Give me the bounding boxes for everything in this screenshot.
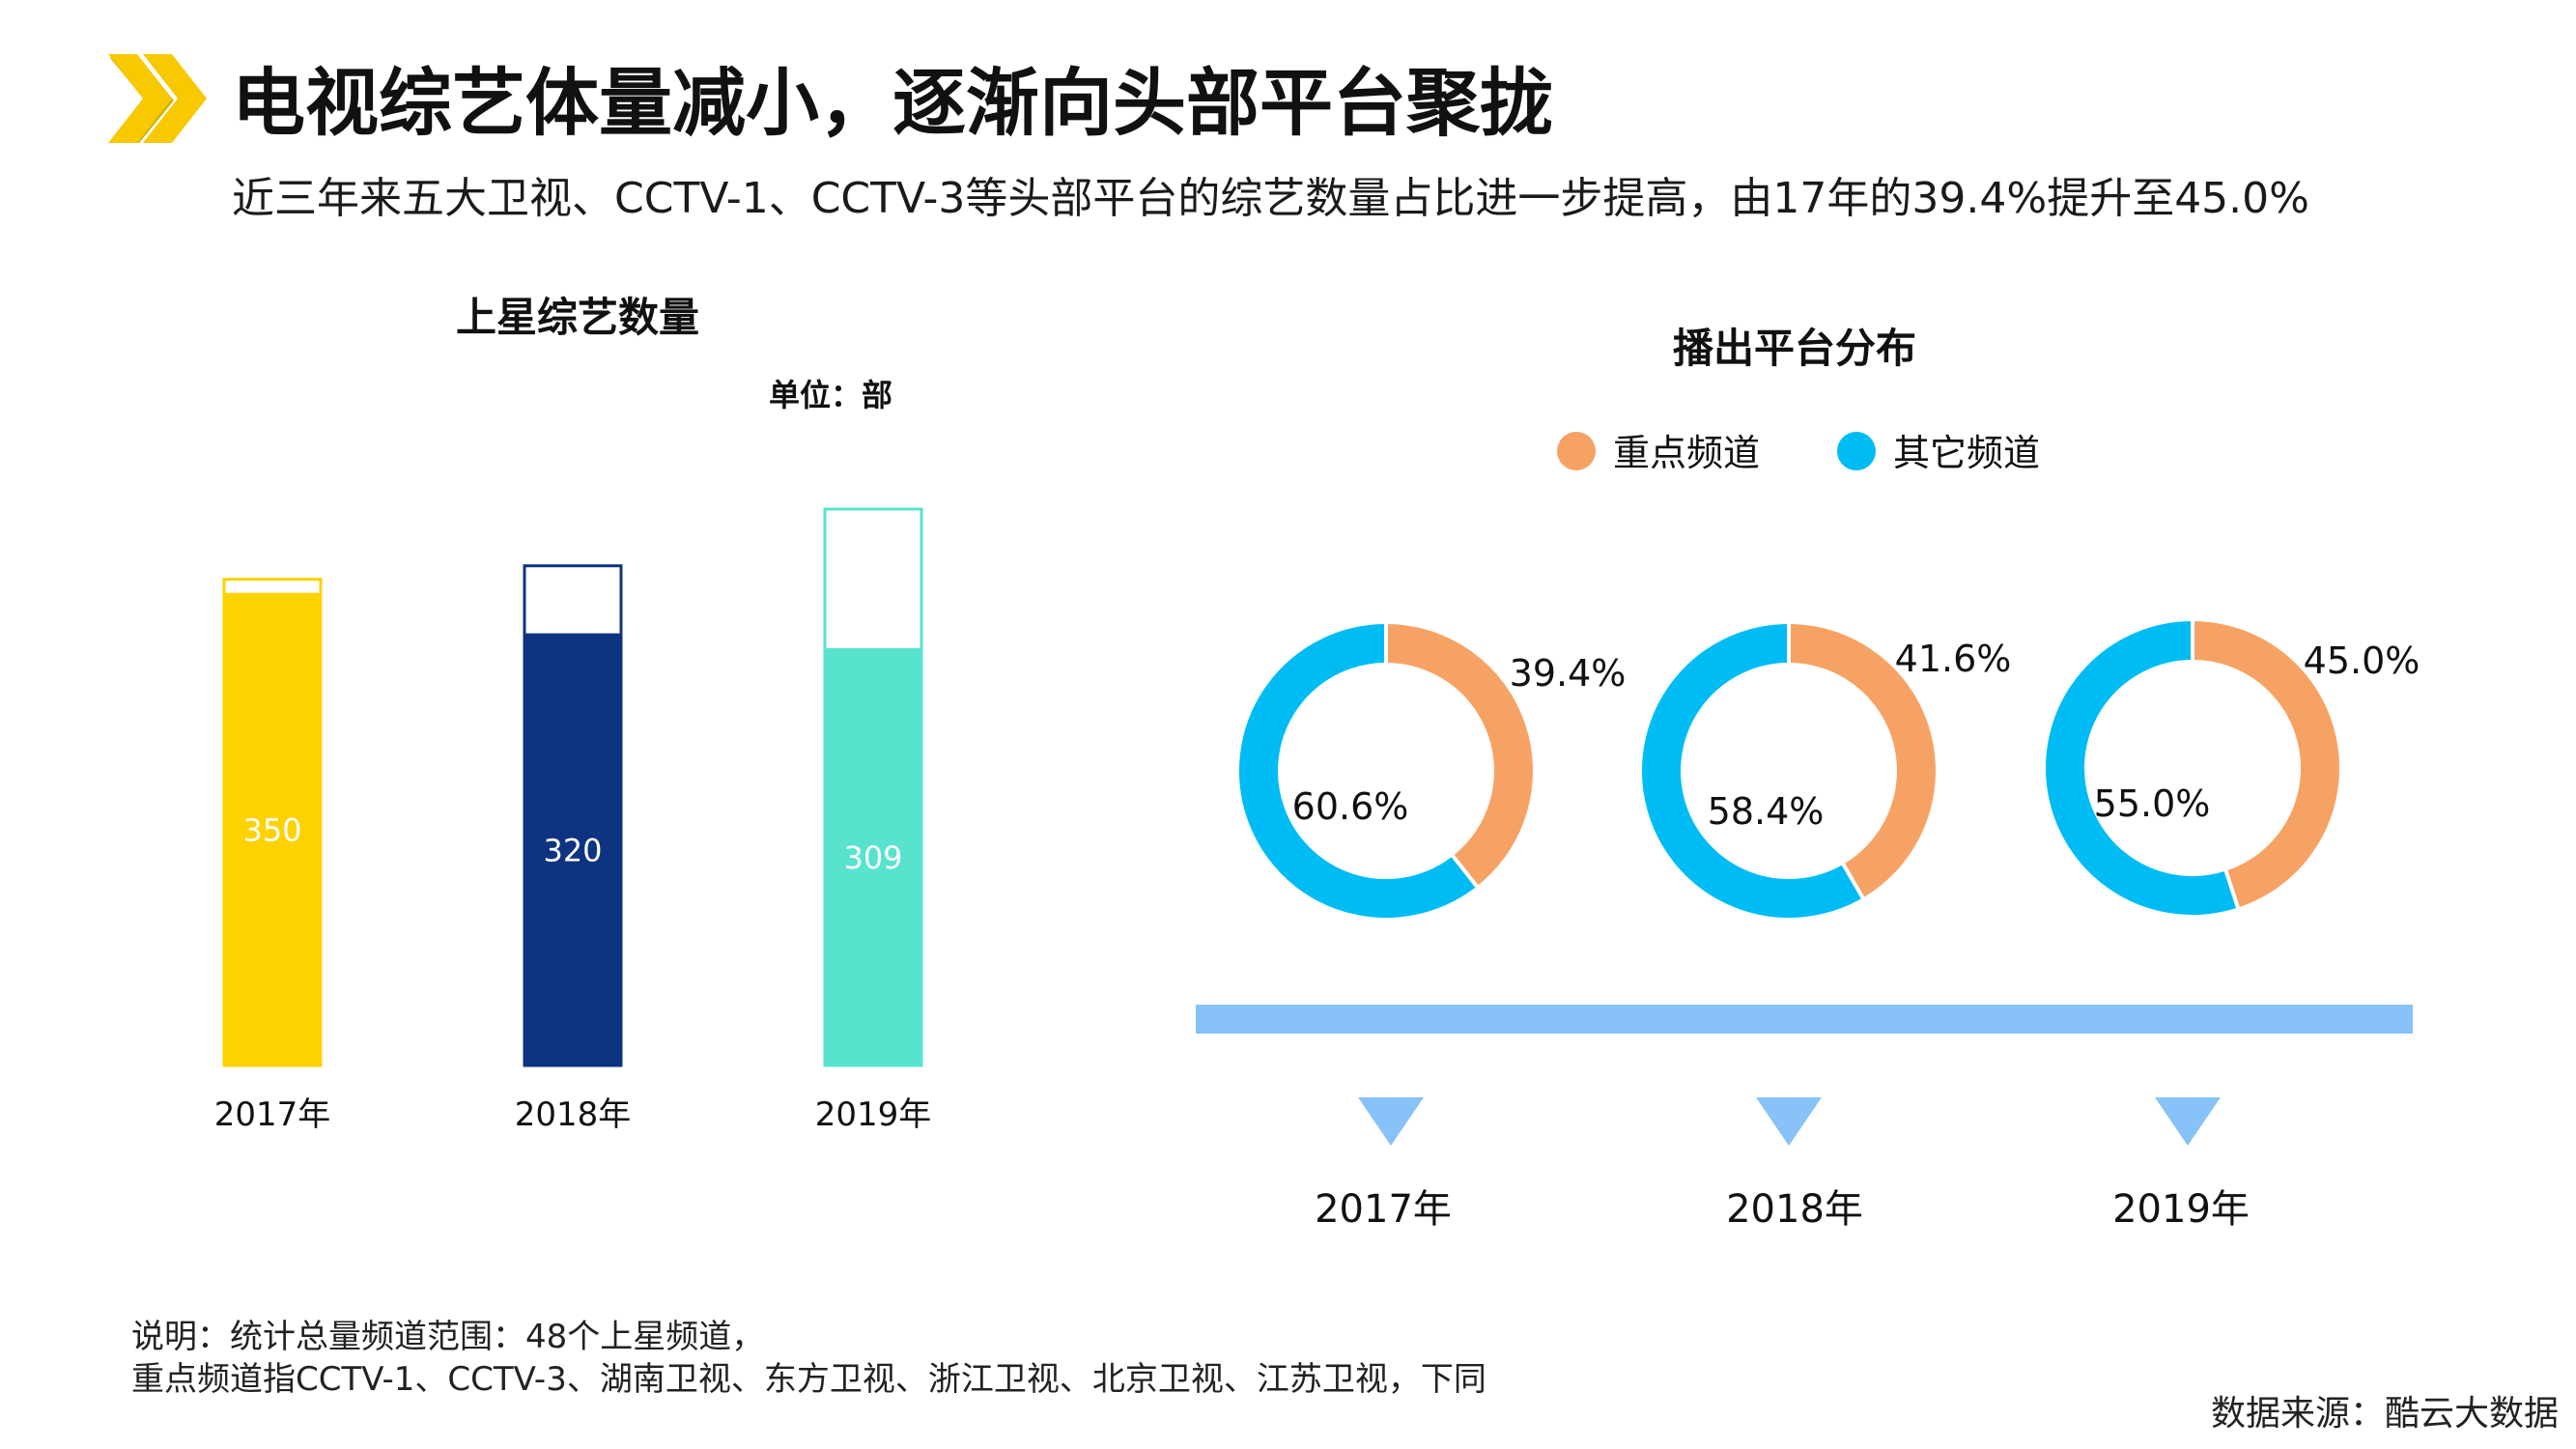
- footnote-line-1: 说明：统计总量频道范围：48个上星频道，: [131, 1318, 765, 1356]
- donut-0-key-label: 39.4%: [1510, 652, 1627, 695]
- donut-1-slice-other: [1642, 624, 1863, 918]
- donut-2-other-label: 55.0%: [2094, 782, 2211, 825]
- donut-chart: 播出平台分布 重点频道 其它频道 39.4% 60.6% 41.6% 58.4% 45.0…: [1196, 325, 2420, 1232]
- bar-category-label-0: 2017年: [214, 1095, 331, 1134]
- bar-category-label-1: 2018年: [515, 1095, 632, 1134]
- legend: 重点频道 其它频道: [1557, 432, 2040, 474]
- legend-marker-1: [1837, 432, 1876, 470]
- bar-chart-title: 上星综艺数量: [456, 294, 699, 341]
- donut-0-separator-1: [1450, 853, 1480, 890]
- bar-0: [224, 592, 321, 1065]
- page-title: 电视综艺体量减小，逐渐向头部平台聚拢: [232, 60, 1553, 146]
- donut-2-separator-1: [2223, 867, 2241, 911]
- timeline-bar: [1196, 1005, 2413, 1034]
- bar-value-label-1: 320: [543, 832, 602, 868]
- chevron-left: [108, 54, 172, 143]
- donut-1-other-label: 58.4%: [1708, 790, 1825, 833]
- legend-label-1: 其它频道: [1893, 432, 2040, 474]
- double-chevron-right-icon: [108, 54, 207, 143]
- footnote: 说明：统计总量频道范围：48个上星频道， 重点频道指CCTV-1、CCTV-3、…: [131, 1316, 1486, 1401]
- donut-0-other-label: 60.6%: [1292, 785, 1409, 828]
- donuts-group: 39.4% 60.6% 41.6% 58.4% 45.0% 55.0%: [1239, 619, 2420, 918]
- footnote-line-2: 重点频道指CCTV-1、CCTV-3、湖南卫视、东方卫视、浙江卫视、北京卫视、江…: [131, 1360, 1486, 1399]
- donut-2-slice-key: [2192, 621, 2339, 908]
- data-source: 数据来源：酷云大数据: [2210, 1394, 2559, 1434]
- bar-value-label-2: 309: [843, 839, 902, 876]
- legend-label-0: 重点频道: [1613, 432, 1760, 474]
- bar-category-label-2: 2019年: [815, 1095, 932, 1134]
- timeline-year-label-0: 2017年: [1315, 1187, 1452, 1232]
- bar-1: [524, 633, 621, 1065]
- donut-1-slice-key: [1788, 624, 1936, 898]
- bar-chart-unit-label: 单位：部: [769, 377, 892, 413]
- donut-2-slice-other: [2046, 621, 2238, 915]
- donut-chart-title: 播出平台分布: [1673, 325, 1916, 372]
- donut-1-key-label: 41.6%: [1895, 638, 2012, 680]
- bar-chart: 上星综艺数量 单位：部 350 2017年 320 2018年 309 2019年: [214, 294, 932, 1134]
- page-subtitle: 近三年来五大卫视、CCTV-1、CCTV-3等头部平台的综艺数量占比进一步提高，…: [232, 174, 2309, 223]
- bar-value-label-0: 350: [242, 811, 301, 848]
- chevron-right: [143, 54, 207, 143]
- donut-2-key-label: 45.0%: [2304, 639, 2420, 682]
- timeline-year-label-1: 2018年: [1726, 1187, 1863, 1232]
- timeline-year-label-2: 2019年: [2112, 1187, 2250, 1232]
- timeline-marker-1: [1756, 1097, 1822, 1146]
- bar-2: [825, 648, 921, 1065]
- donut-0-slice-other: [1239, 624, 1477, 918]
- timeline-marker-0: [1358, 1097, 1424, 1146]
- timeline-marker-2: [2155, 1097, 2221, 1146]
- bars-group: 350 2017年 320 2018年 309 2019年: [214, 507, 932, 1134]
- timeline-markers: 2017年 2018年 2019年: [1315, 1097, 2250, 1232]
- legend-marker-0: [1557, 432, 1596, 470]
- donut-1-separator-1: [1840, 862, 1866, 901]
- donut-0-slice-key: [1385, 624, 1533, 887]
